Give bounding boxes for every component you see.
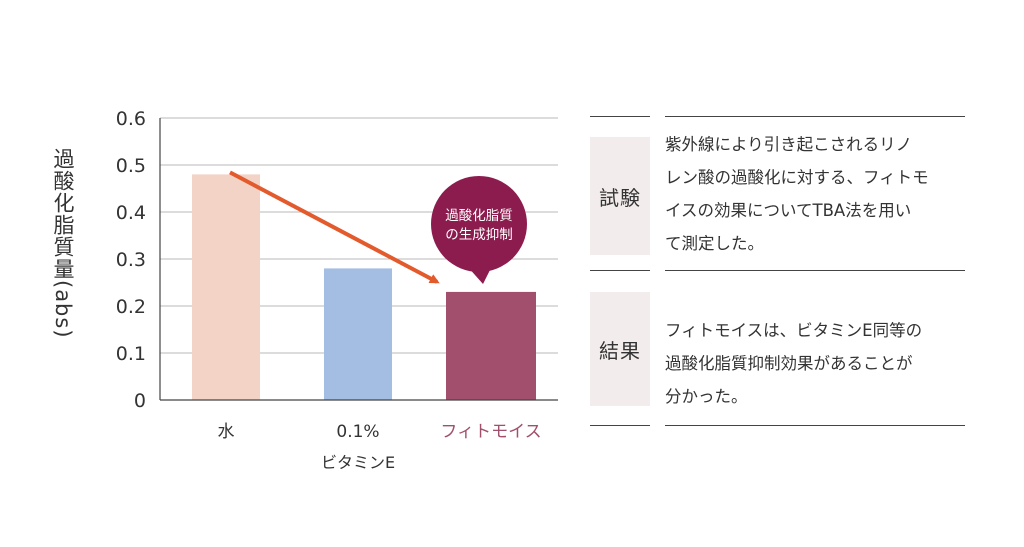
y-tick-label: 0.2 — [116, 296, 146, 318]
y-tick-label: 0.6 — [116, 108, 146, 130]
x-tick-label: 0.1% — [336, 422, 379, 442]
x-tick-label: フィトモイス — [440, 422, 541, 442]
bars — [192, 174, 536, 400]
x-tick-label: 水 — [218, 422, 235, 442]
annotation-bubble: 過酸化脂質 の生成抑制 — [431, 176, 527, 284]
annotation-line-2: の生成抑制 — [445, 227, 513, 243]
y-tick-label: 0.5 — [116, 155, 146, 177]
y-tick-label: 0.4 — [116, 202, 146, 224]
y-axis-label: 過酸化脂質量(abs) — [51, 148, 75, 339]
bar — [192, 174, 260, 400]
bar — [446, 291, 536, 400]
annotation-line-1: 過酸化脂質 — [445, 208, 513, 224]
y-tick-labels: 0 0.1 0.2 0.3 0.4 0.5 0.6 — [116, 108, 146, 412]
y-tick-label: 0.1 — [116, 343, 146, 365]
x-tick-labels: 水 0.1% ビタミンE フィトモイス — [218, 422, 542, 472]
x-tick-sublabel: ビタミンE — [321, 453, 395, 472]
trend-arrow — [229, 170, 440, 284]
bar — [324, 268, 392, 400]
y-tick-label: 0.3 — [116, 249, 146, 271]
y-tick-label: 0 — [134, 390, 146, 412]
